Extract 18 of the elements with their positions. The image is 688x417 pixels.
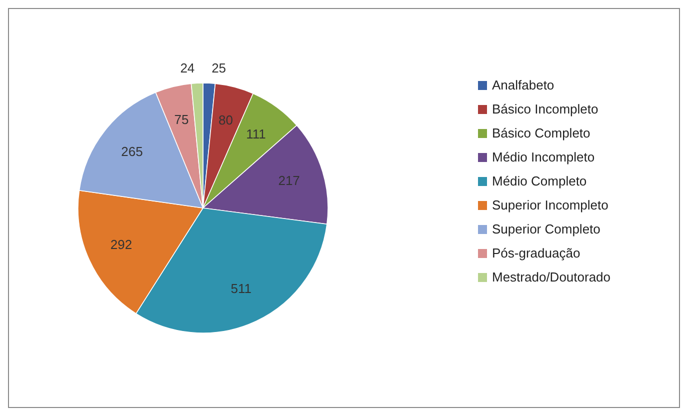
legend-label: Superior Incompleto [492, 197, 608, 212]
legend-label: Médio Incompleto [492, 149, 595, 164]
data-label: 292 [110, 237, 132, 252]
legend-label: Pós-graduação [492, 245, 580, 260]
data-label: 511 [230, 280, 252, 296]
legend-label: Básico Incompleto [492, 101, 598, 116]
data-label: 217 [278, 173, 300, 188]
legend-label: Superior Completo [492, 221, 600, 236]
data-label: 25 [212, 60, 226, 76]
legend-label: Básico Completo [492, 125, 590, 140]
data-label: 265 [121, 144, 143, 160]
data-label: 24 [180, 60, 195, 76]
legend-label: Mestrado/Doutorado [492, 269, 611, 284]
data-label: 80 [218, 112, 233, 128]
legend-label: Médio Completo [492, 173, 587, 188]
legend-label: Analfabeto [492, 77, 554, 92]
data-label: 75 [174, 112, 189, 128]
data-label: 111 [246, 126, 266, 142]
